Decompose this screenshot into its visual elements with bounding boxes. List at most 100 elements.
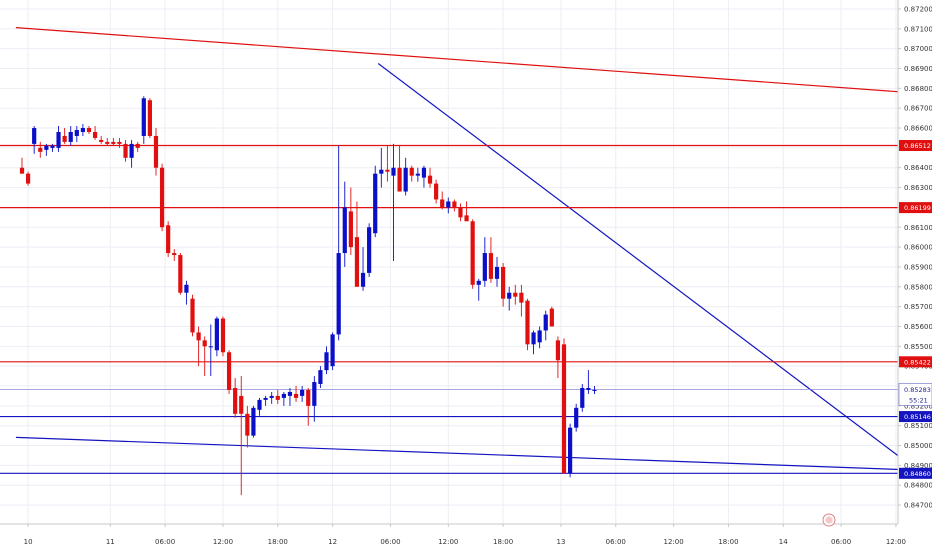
candle-body [141,98,146,136]
candle [99,135,104,144]
candle [117,137,122,148]
candle [561,338,567,474]
price-badge [899,467,932,479]
candle-body [312,382,317,406]
trendline-blue[interactable] [377,63,918,471]
time-tick-label: 12:00 [213,538,233,546]
price-axis-background [898,0,932,550]
candle [202,336,207,377]
candle-body [458,207,463,218]
price-badge [899,202,932,214]
candle-body [117,141,122,144]
price-tick-label: 0.86800 [904,85,932,93]
time-tick-label: 06:00 [155,538,175,546]
candle [330,332,335,371]
time-tick-label: 12:00 [438,538,458,546]
price-tick-label: 0.86000 [904,244,932,252]
candle-body [427,175,433,184]
candle [555,336,561,379]
candle-body [245,413,250,436]
price-tick-label: 0.85900 [904,263,932,271]
candle [257,397,262,416]
candle [440,191,445,210]
candle-body [446,201,451,208]
time-tick-label: 12 [328,538,337,546]
event-flag-icon[interactable] [822,513,836,527]
price-tick-label: 0.85500 [904,343,932,351]
candle [190,294,195,337]
price-tick-label: 0.85600 [904,323,932,331]
horizontal-levels[interactable] [0,144,898,474]
trendline-blue[interactable] [15,436,918,471]
candle [56,126,61,152]
candle [62,128,67,144]
trendlines[interactable] [15,27,918,471]
candle-body [586,387,591,390]
candle-body [476,280,481,285]
candle [184,280,189,305]
price-badge-label: 0.86199 [904,204,931,212]
candle-body [202,340,207,347]
candlesticks [19,96,597,496]
candle-body [178,255,183,293]
candle-body [397,167,402,192]
candle-body [494,266,500,279]
candle [403,157,408,196]
current-price-label: 0.85283 [904,386,931,394]
candle [519,284,524,317]
candle [367,223,372,277]
candle [397,145,402,192]
candle [464,201,469,222]
candle-body [513,292,518,297]
price-tick-label: 0.84700 [904,502,932,510]
price-tick-label: 0.87000 [904,45,932,53]
candle [360,247,366,291]
time-tick-label: 14 [779,538,788,546]
candle-body [415,173,420,176]
time-tick-label: 18:00 [493,538,513,546]
candle-body [318,370,323,385]
candle [336,145,341,341]
candle-body [403,167,408,192]
candle [281,391,286,406]
candle [409,165,414,182]
candle [434,179,439,204]
candle-body [543,314,548,331]
candle [318,366,323,388]
price-tick-label: 0.85700 [904,303,932,311]
bar-countdown-label: 55:21 [909,396,928,404]
candle-body [488,253,494,279]
candle-body [519,292,524,303]
price-tick-label: 0.85200 [904,402,932,410]
price-tick-label: 0.87100 [904,25,932,33]
candle [452,199,457,212]
candle-body [348,211,353,248]
candle-body [336,253,341,335]
candle-body [555,340,561,361]
candle [251,405,256,438]
candle [421,165,427,188]
candle [312,376,317,422]
candle [580,384,585,412]
candle [220,316,226,357]
price-axis[interactable]: 0.87200 0.87100 0.87000 0.86900 0.86800 0.867… [897,0,932,550]
time-tick-label: 06:00 [606,538,626,546]
candle [233,378,238,418]
candle-body [80,128,85,132]
time-tick-label: 18:00 [268,538,288,546]
candle [32,126,37,154]
candle-body [263,397,268,400]
time-axis[interactable]: 10 11 06:00 12:00 18:00 12 06:00 12:00 18:00 13 06… [0,523,932,550]
candle [470,219,475,289]
candle-body [275,395,280,400]
time-tick-label: 12:00 [886,538,906,546]
candle-body [306,389,311,406]
candle-body [580,387,585,408]
candle-body [166,225,171,254]
candle [586,370,591,394]
candle-body [421,167,427,178]
candle-body [470,221,475,285]
candle [592,386,597,394]
trendline-red[interactable] [15,27,918,94]
